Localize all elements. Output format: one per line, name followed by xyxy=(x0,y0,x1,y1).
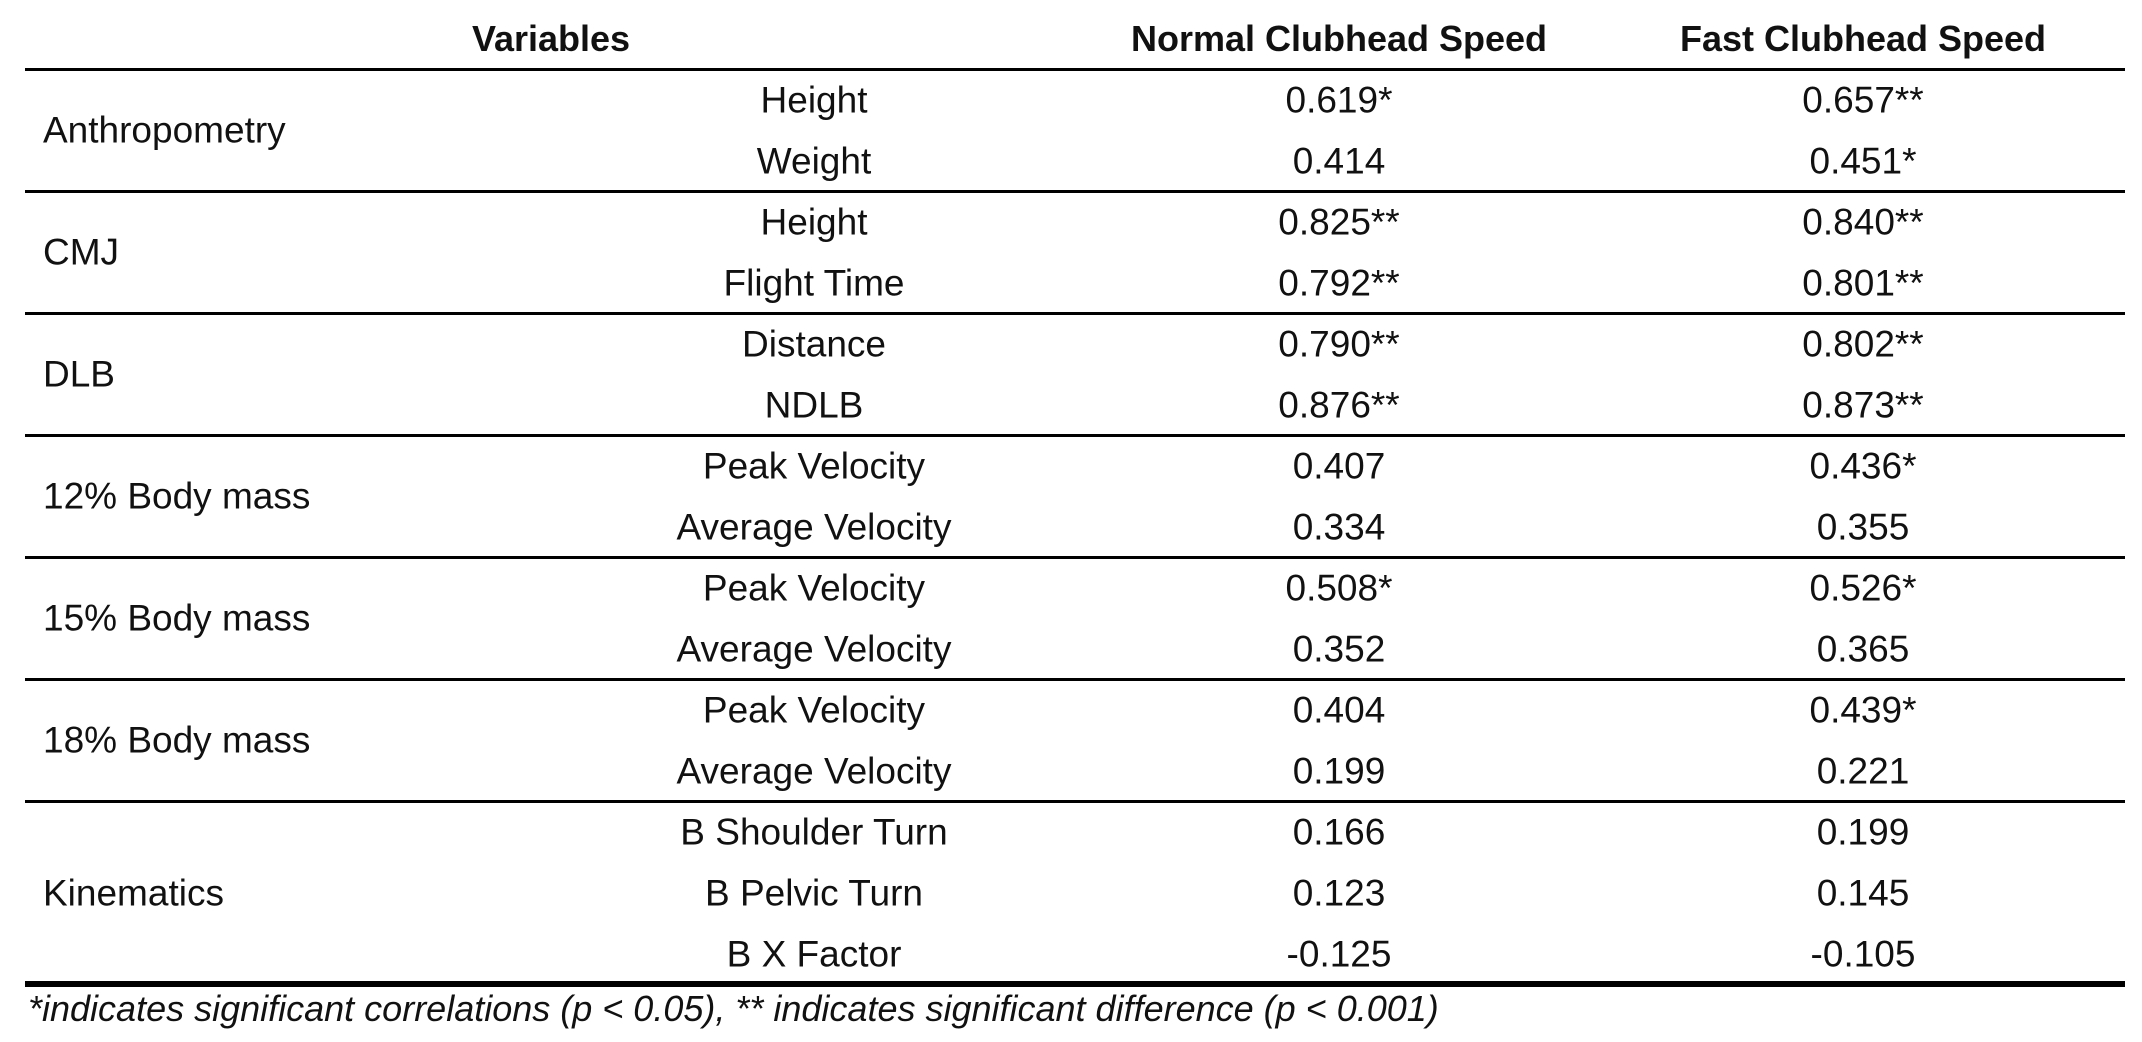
normal-value: 0.619* xyxy=(1285,79,1393,120)
footnote: *indicates significant correlations (p <… xyxy=(28,988,1439,1029)
normal-value: 0.334 xyxy=(1292,506,1386,547)
normal-value: -0.125 xyxy=(1286,933,1392,974)
variable-name: Average Velocity xyxy=(676,750,952,791)
group-label: 12% Body mass xyxy=(43,475,311,517)
group-rule xyxy=(25,433,2125,437)
variable-name: NDLB xyxy=(764,384,864,425)
normal-value: 0.166 xyxy=(1292,811,1386,852)
variable-name: Peak Velocity xyxy=(702,567,926,608)
variable-name: Height xyxy=(760,79,868,120)
group-rule xyxy=(25,677,2125,681)
group-label: Kinematics xyxy=(43,872,224,913)
bottom-rule xyxy=(25,981,2125,987)
normal-value: 0.199 xyxy=(1292,750,1386,791)
variable-name: Peak Velocity xyxy=(702,445,926,486)
group-label: CMJ xyxy=(43,231,120,273)
fast-value: 0.365 xyxy=(1816,628,1910,669)
fast-value: 0.221 xyxy=(1816,750,1910,791)
variable-name: B Pelvic Turn xyxy=(705,872,923,913)
group-label: DLB xyxy=(43,353,115,395)
group-label: 15% Body mass xyxy=(43,597,311,639)
group-rule xyxy=(25,799,2125,803)
variable-name: Peak Velocity xyxy=(702,689,926,730)
normal-value: 0.352 xyxy=(1292,628,1386,669)
fast-value: 0.439* xyxy=(1809,689,1917,730)
fast-value: 0.436* xyxy=(1809,445,1917,486)
variable-name: Average Velocity xyxy=(676,628,952,669)
group-rule xyxy=(25,555,2125,559)
normal-value: 0.792** xyxy=(1278,262,1400,303)
column-header: Fast Clubhead Speed xyxy=(1679,18,2047,59)
normal-value: 0.123 xyxy=(1292,872,1386,913)
fast-value: 0.801** xyxy=(1802,262,1924,303)
normal-value: 0.414 xyxy=(1292,140,1386,181)
group-rule xyxy=(25,311,2125,315)
fast-value: 0.802** xyxy=(1802,323,1924,364)
fast-value: 0.873** xyxy=(1802,384,1924,425)
fast-value: 0.657** xyxy=(1802,79,1924,120)
variable-name: Average Velocity xyxy=(676,506,952,547)
fast-value: 0.526* xyxy=(1809,567,1917,608)
column-header: Variables xyxy=(471,18,631,59)
variable-name: B X Factor xyxy=(726,933,902,974)
fast-value: 0.145 xyxy=(1816,872,1910,913)
group-label: 18% Body mass xyxy=(43,719,311,761)
fast-value: 0.355 xyxy=(1816,506,1910,547)
variable-name: Height xyxy=(760,201,868,242)
variable-name: Distance xyxy=(742,323,886,364)
header-rule xyxy=(25,67,2125,71)
fast-value: 0.840** xyxy=(1802,201,1924,242)
normal-value: 0.404 xyxy=(1292,689,1386,730)
normal-value: 0.790** xyxy=(1278,323,1400,364)
fast-value: -0.105 xyxy=(1810,933,1916,974)
group-rule xyxy=(25,189,2125,193)
fast-value: 0.199 xyxy=(1816,811,1910,852)
group-label: Anthropometry xyxy=(43,109,286,151)
variable-name: B Shoulder Turn xyxy=(680,811,948,852)
normal-value: 0.825** xyxy=(1278,201,1400,242)
normal-value: 0.508* xyxy=(1285,567,1393,608)
normal-value: 0.407 xyxy=(1292,445,1386,486)
fast-value: 0.451* xyxy=(1809,140,1917,181)
column-header: Normal Clubhead Speed xyxy=(1130,18,1548,59)
normal-value: 0.876** xyxy=(1278,384,1400,425)
variable-name: Flight Time xyxy=(723,262,905,303)
variable-name: Weight xyxy=(756,140,872,181)
